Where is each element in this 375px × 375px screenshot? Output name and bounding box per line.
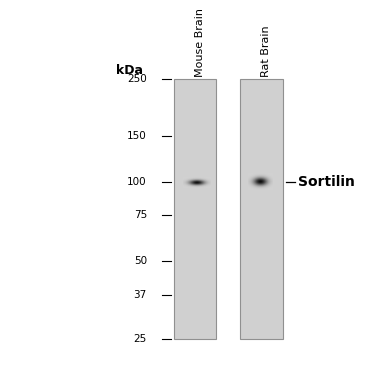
Text: Rat Brain: Rat Brain [261, 26, 272, 77]
Text: 37: 37 [134, 290, 147, 300]
Text: 25: 25 [134, 334, 147, 344]
Text: 75: 75 [134, 210, 147, 220]
Text: 150: 150 [127, 131, 147, 141]
Text: kDa: kDa [116, 64, 143, 77]
Bar [174, 79, 216, 339]
Text: 250: 250 [127, 74, 147, 84]
Text: 50: 50 [134, 255, 147, 266]
Text: Mouse Brain: Mouse Brain [195, 8, 205, 77]
Text: Sortilin: Sortilin [298, 175, 355, 189]
Text: 100: 100 [127, 177, 147, 187]
Bar [240, 79, 283, 339]
